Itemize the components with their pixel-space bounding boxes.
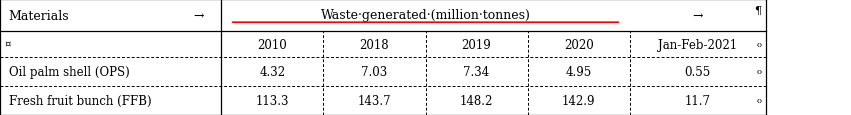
Text: 7.03: 7.03 xyxy=(362,65,387,78)
Text: 0.55: 0.55 xyxy=(685,65,711,78)
Text: Fresh fruit bunch (FFB): Fresh fruit bunch (FFB) xyxy=(9,94,151,107)
Text: o: o xyxy=(757,41,762,49)
Text: 2020: 2020 xyxy=(564,38,593,51)
Text: →: → xyxy=(693,10,703,23)
Text: Oil palm shell (OPS): Oil palm shell (OPS) xyxy=(9,65,129,78)
Text: 148.2: 148.2 xyxy=(460,94,494,107)
Text: 142.9: 142.9 xyxy=(562,94,596,107)
Text: 2018: 2018 xyxy=(360,38,389,51)
Text: 2010: 2010 xyxy=(258,38,287,51)
Text: 143.7: 143.7 xyxy=(357,94,391,107)
Text: Jan-Feb-2021: Jan-Feb-2021 xyxy=(659,38,737,51)
Text: ¤: ¤ xyxy=(4,40,11,49)
Text: 113.3: 113.3 xyxy=(255,94,289,107)
Text: 7.34: 7.34 xyxy=(464,65,489,78)
Text: ¶: ¶ xyxy=(755,5,762,15)
Text: Waste·generated·(million·tonnes): Waste·generated·(million·tonnes) xyxy=(321,9,530,21)
Text: 4.32: 4.32 xyxy=(260,65,285,78)
Text: 4.95: 4.95 xyxy=(566,65,591,78)
Text: o: o xyxy=(757,68,762,76)
Text: Materials: Materials xyxy=(9,10,69,23)
Text: o: o xyxy=(757,97,762,105)
Text: 2019: 2019 xyxy=(462,38,491,51)
Text: 11.7: 11.7 xyxy=(685,94,711,107)
Text: →: → xyxy=(194,10,204,23)
